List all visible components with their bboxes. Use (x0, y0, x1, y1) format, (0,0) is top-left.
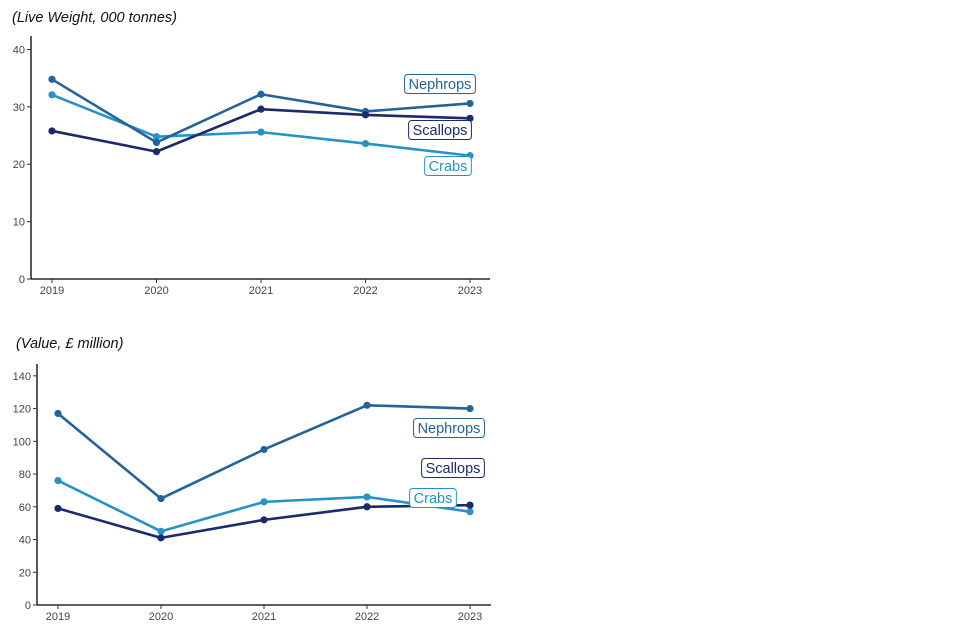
weight-crabs-label: Crabs (424, 156, 472, 176)
value-x-tick-label: 2019 (46, 611, 70, 623)
weight-chart-panel: (Live Weight, 000 tonnes) 0 10 20 30 40 2019 2… (0, 0, 500, 310)
value-nephrops-point (363, 401, 371, 409)
label-text: Nephrops (409, 77, 472, 93)
weight-scallops-point (257, 105, 265, 113)
weight-scallops-point (361, 111, 370, 119)
label-box (424, 156, 472, 176)
value-scallops-point (157, 534, 165, 542)
label-box (408, 120, 472, 140)
weight-x-tick-label: 2020 (144, 285, 168, 297)
value-y-tick-label: 0 (25, 600, 31, 612)
value-crabs-point (157, 527, 165, 535)
value-nephrops-point (157, 494, 165, 503)
weight-nephrops-point (48, 75, 56, 83)
value-nephrops-label: Nephrops (413, 418, 485, 438)
weight-x-tick-label: 2023 (458, 285, 482, 297)
value-nephrops-point (54, 409, 62, 418)
label-text: Nephrops (418, 421, 481, 437)
value-line-chart: 0 20 40 60 80 100 120 140 2019 2020 2021 2022 2023 Cr… (13, 364, 491, 623)
value-x-tick-label: 2023 (458, 611, 482, 623)
value-scallops-point (363, 503, 371, 511)
value-crabs-point (363, 493, 371, 501)
weight-y-tick-label: 40 (13, 44, 25, 56)
weight-scallops-point (48, 127, 56, 135)
label-text: Scallops (426, 461, 481, 477)
weight-nephrops-point (152, 138, 161, 147)
weight-nephrops-label: Nephrops (404, 74, 476, 94)
weight-y-tick-label: 0 (19, 274, 25, 286)
weight-crabs-line (51, 93, 471, 157)
value-y-tick-label: 120 (13, 404, 31, 416)
value-crabs-point (54, 476, 62, 485)
weight-nephrops-point (257, 90, 265, 98)
label-text: Crabs (429, 159, 468, 175)
weight-y-tick-label: 30 (13, 102, 25, 114)
value-crabs-point (260, 498, 268, 506)
value-x-tick-label: 2022 (355, 611, 379, 623)
weight-line-chart: 0 10 20 30 40 2019 2020 2021 2022 2023 Crabs Nephro… (13, 36, 490, 297)
weight-crabs-point (361, 139, 370, 148)
value-crabs-label: Crabs (409, 488, 457, 508)
label-box (413, 418, 485, 438)
value-y-tick-label: 40 (19, 535, 31, 547)
value-scallops-point (260, 516, 268, 524)
label-box (404, 74, 476, 94)
value-nephrops-point (466, 404, 474, 413)
weight-crabs-point (257, 128, 265, 136)
value-y-tick-label: 20 (19, 567, 31, 579)
value-scallops-point (466, 501, 474, 509)
value-x-tick-label: 2020 (149, 611, 173, 623)
weight-y-tick-label: 10 (13, 217, 25, 229)
value-x-tick-label: 2021 (252, 611, 276, 623)
value-chart-title: (Value, £ million) (16, 336, 124, 352)
weight-x-tick-label: 2021 (249, 285, 273, 297)
value-chart-panel: (Value, £ million) 0 20 40 60 80 100 120 140 201… (0, 326, 500, 640)
label-text: Scallops (413, 123, 468, 139)
weight-crabs-point (152, 133, 161, 141)
value-y-tick-label: 60 (19, 502, 31, 514)
label-box (421, 458, 485, 478)
weight-x-tick-label: 2019 (40, 285, 64, 297)
value-y-tick-label: 140 (13, 371, 31, 383)
weight-scallops-label: Scallops (408, 120, 472, 140)
label-box (409, 488, 457, 508)
weight-crabs-point (48, 91, 56, 99)
label-text: Crabs (414, 491, 453, 507)
weight-scallops-point (152, 148, 161, 156)
value-scallops-label: Scallops (421, 458, 485, 478)
value-y-tick-label: 80 (19, 469, 31, 481)
value-scallops-point (54, 504, 62, 513)
weight-x-tick-label: 2022 (353, 285, 377, 297)
value-crabs-point (466, 508, 474, 516)
weight-nephrops-point (466, 99, 474, 108)
value-nephrops-point (260, 445, 268, 454)
weight-chart-title: (Live Weight, 000 tonnes) (12, 10, 177, 26)
value-y-tick-label: 100 (13, 436, 31, 448)
weight-y-tick-label: 20 (13, 159, 25, 171)
